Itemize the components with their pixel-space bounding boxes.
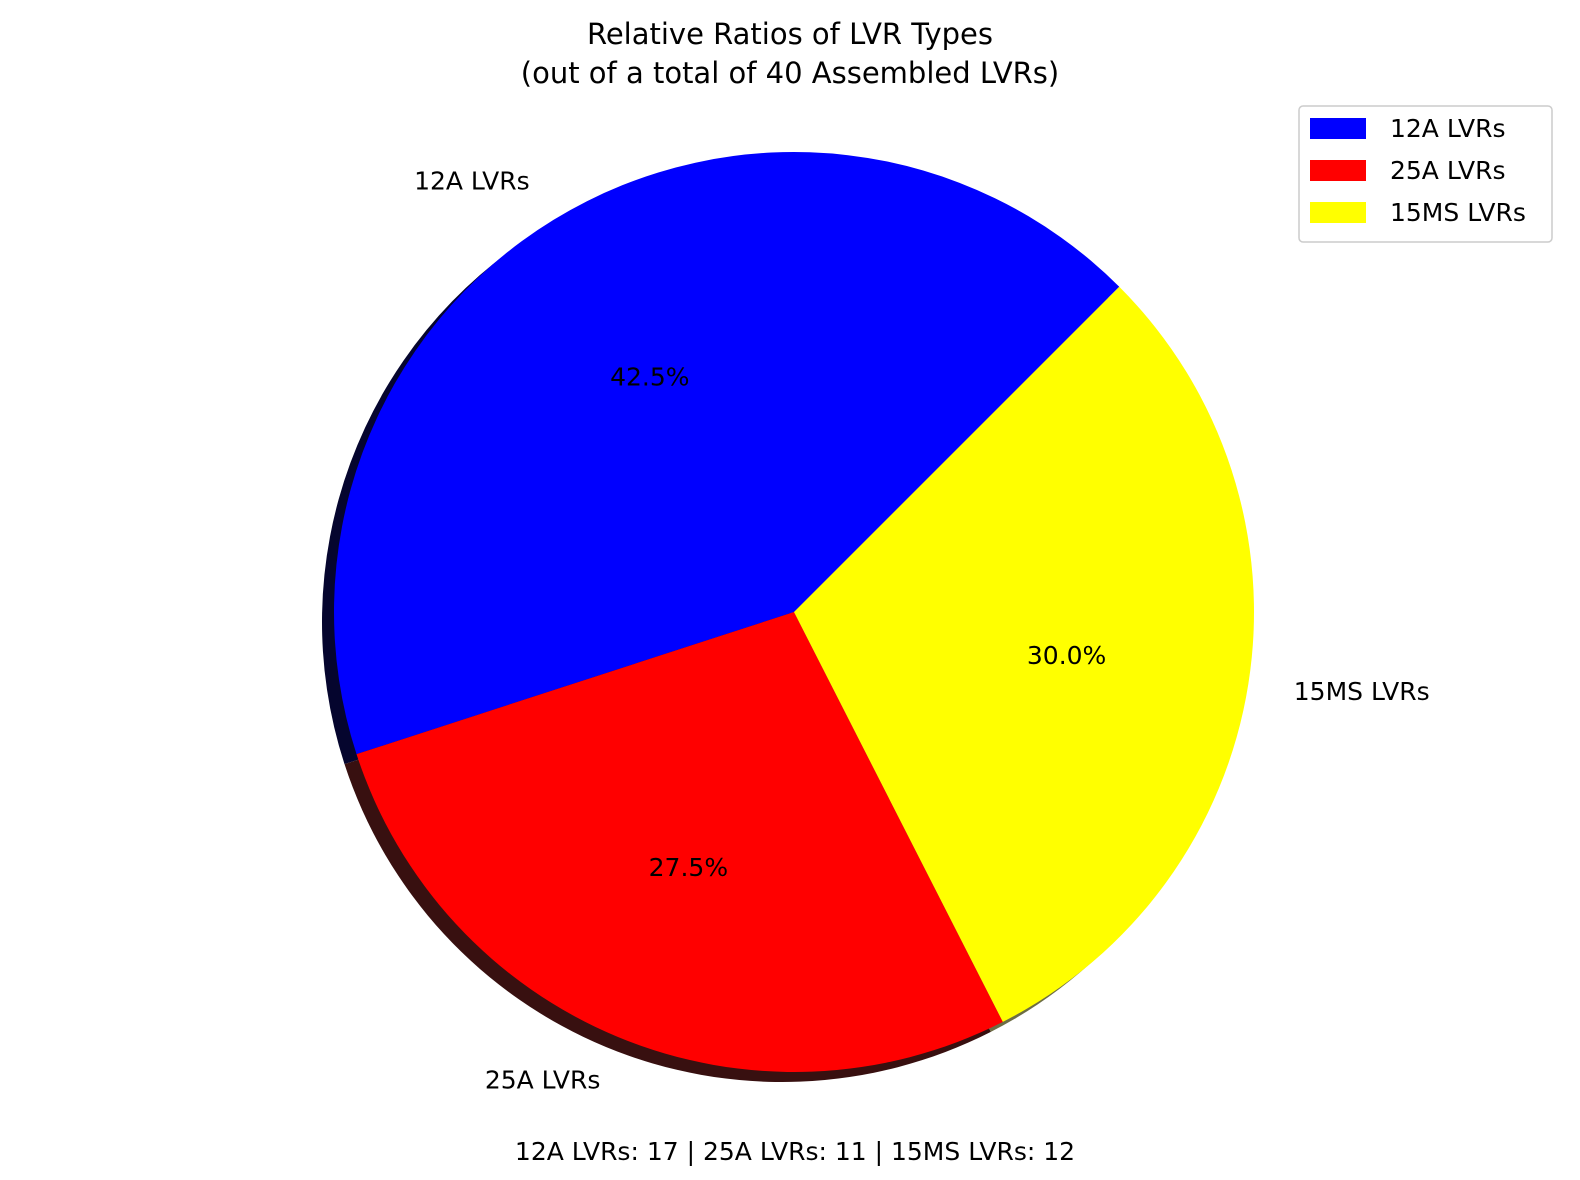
legend-swatch-12a-lvrs bbox=[1310, 118, 1366, 139]
legend: 12A LVRs 25A LVRs 15MS LVRs bbox=[1298, 105, 1553, 243]
legend-label-12a-lvrs: 12A LVRs bbox=[1390, 114, 1506, 143]
slice-12a-lvrs bbox=[334, 152, 1120, 755]
chart-subtitle: (out of a total of 40 Assembled LVRs) bbox=[521, 56, 1059, 90]
legend-swatch-15ms-lvrs bbox=[1310, 202, 1366, 223]
legend-label-25a-lvrs: 25A LVRs bbox=[1390, 156, 1506, 185]
percent-label-12a-lvrs: 42.5% bbox=[610, 363, 689, 392]
percent-label-25a-lvrs: 27.5% bbox=[649, 853, 728, 882]
pie-slices bbox=[334, 152, 1254, 1072]
category-label-15ms-lvrs: 15MS LVRs bbox=[1294, 677, 1430, 706]
footer-counts: 12A LVRs: 17 | 25A LVRs: 11 | 15MS LVRs:… bbox=[515, 1137, 1075, 1166]
legend-swatch-25a-lvrs bbox=[1310, 160, 1366, 181]
legend-label-15ms-lvrs: 15MS LVRs bbox=[1390, 198, 1526, 227]
category-label-12a-lvrs: 12A LVRs bbox=[414, 167, 530, 196]
pie-labels: 42.5% 12A LVRs 27.5% 25A LVRs 30.0% 15MS LVRs bbox=[414, 167, 1430, 1095]
category-label-25a-lvrs: 25A LVRs bbox=[485, 1065, 601, 1094]
percent-label-15ms-lvrs: 30.0% bbox=[1027, 641, 1106, 670]
slice-15ms-lvrs bbox=[794, 286, 1254, 1022]
chart-title: Relative Ratios of LVR Types bbox=[587, 17, 993, 51]
slice-25a-lvrs bbox=[356, 612, 1003, 1072]
